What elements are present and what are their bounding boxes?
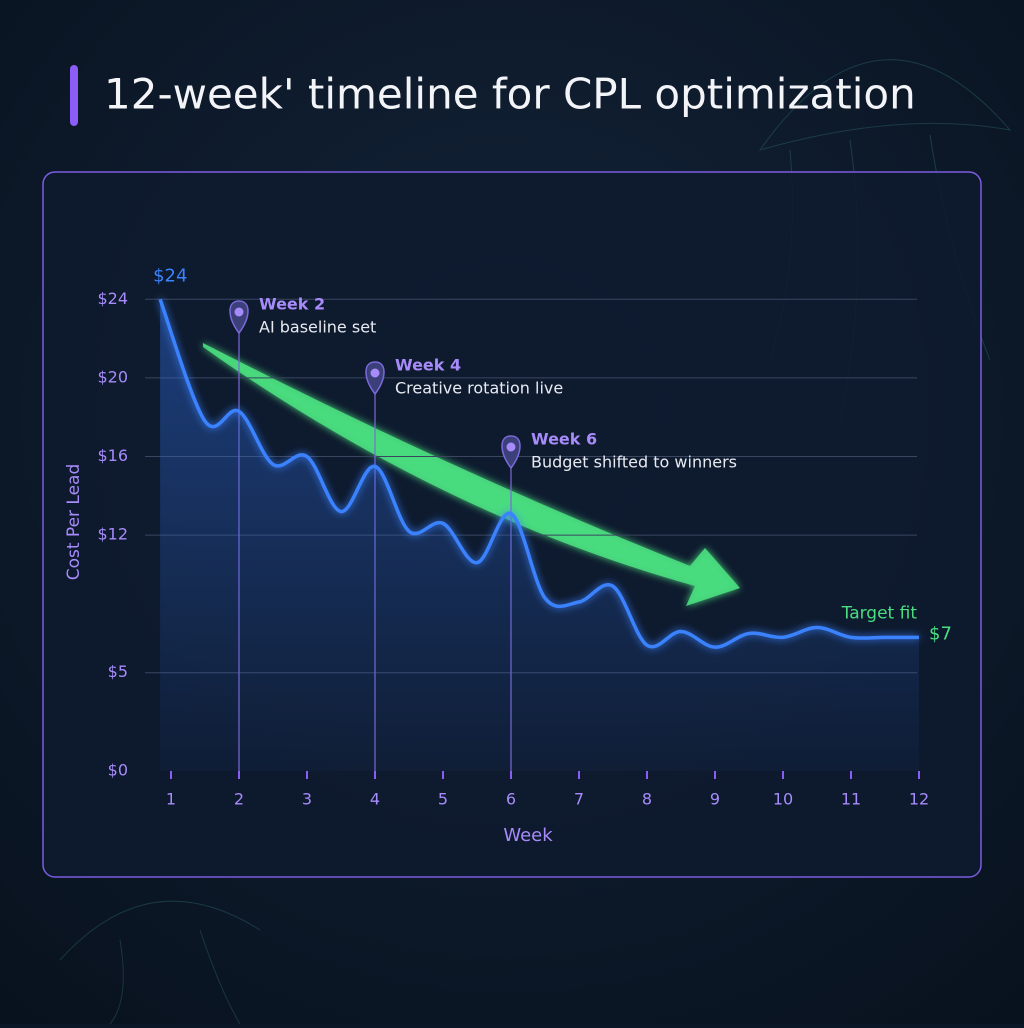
milestone-pin-dot — [370, 368, 380, 378]
milestone-pin-dot — [234, 307, 244, 317]
y-tick-label: $24 — [97, 289, 128, 308]
x-tick-label: 7 — [574, 790, 584, 809]
y-tick-label: $0 — [108, 761, 128, 780]
milestone-pin-dot — [506, 442, 516, 452]
x-tick-label: 3 — [302, 790, 312, 809]
y-tick-label: $16 — [97, 446, 128, 465]
milestone-pin — [365, 361, 385, 396]
x-axis-label: Week — [503, 825, 553, 846]
area-fill — [160, 299, 919, 771]
trend-arrow — [203, 343, 740, 606]
x-tick-label: 10 — [773, 790, 793, 809]
x-tick-label: 5 — [438, 790, 448, 809]
milestone-text: Creative rotation live — [395, 379, 563, 398]
y-tick-label: $20 — [97, 367, 128, 386]
chart-title: 12-week' timeline for CPL optimization — [104, 70, 916, 119]
x-tick-label: 11 — [841, 790, 861, 809]
value-label: $24 — [153, 265, 187, 286]
target-value-label: $7 — [929, 623, 952, 644]
title-accent — [70, 65, 78, 126]
x-tick-label: 2 — [234, 790, 244, 809]
milestone-text: Budget shifted to winners — [531, 453, 737, 472]
milestone-title: Week 2 — [259, 295, 325, 314]
cpl-line — [158, 298, 919, 649]
y-tick-label: $12 — [97, 525, 128, 544]
target-label: Target fit — [841, 603, 918, 623]
x-tick-label: 12 — [909, 790, 929, 809]
x-tick-label: 9 — [710, 790, 720, 809]
x-tick-label: 1 — [166, 790, 176, 809]
x-tick-label: 8 — [642, 790, 652, 809]
y-axis-label: Cost Per Lead — [64, 464, 84, 581]
milestone-pin — [229, 300, 249, 335]
milestone-title: Week 4 — [395, 356, 461, 375]
y-tick-label: $5 — [108, 662, 128, 681]
x-tick-label: 4 — [370, 790, 380, 809]
milestone-text: AI baseline set — [259, 318, 376, 337]
x-tick-label: 6 — [506, 790, 516, 809]
milestone-title: Week 6 — [531, 430, 597, 449]
milestone-pin — [501, 435, 521, 470]
